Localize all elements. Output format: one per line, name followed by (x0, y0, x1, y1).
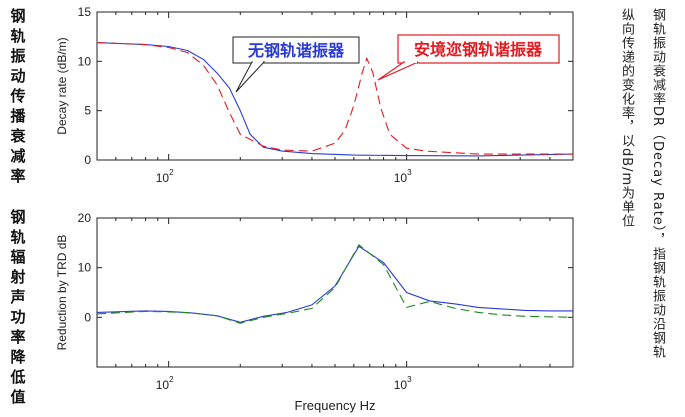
annotation-label-red: 安境迩钢轨谐振器 (414, 40, 543, 59)
bottom-ytick-label: 10 (78, 261, 92, 275)
left-label-top: 钢轨振动传播衰减率 (10, 7, 26, 185)
bottom-ytick-label: 20 (78, 211, 92, 225)
right-note-col1: 钢轨振动衰减率DR（Decay Rate），指钢轨振动沿钢轨 (650, 8, 665, 360)
xtick-exp: 3 (407, 375, 412, 384)
bottom-xtick-label: 102 (156, 375, 174, 392)
annotation-box-blue (232, 36, 360, 64)
bottom-axes-frame (96, 217, 574, 368)
top-axes-frame (96, 11, 574, 161)
xtick-exp: 2 (169, 375, 174, 384)
annotation-label-blue: 无钢轨谐振器 (247, 41, 345, 60)
annotation-box-red (397, 34, 560, 64)
left-label-bottom: 钢轨辐射声功率降低值 (10, 208, 26, 406)
bottom-xtick-label: 103 (394, 375, 412, 392)
top-ytick-label: 15 (78, 5, 92, 19)
annotation-no-resonator: 无钢轨谐振器 (232, 36, 360, 93)
annotation-anjinger-resonator: 安境迩钢轨谐振器 (377, 34, 560, 81)
xtick-base: 10 (394, 378, 408, 392)
top-ytick-label: 0 (84, 153, 91, 167)
xtick-base: 10 (156, 171, 170, 185)
top-series-line-0 (97, 42, 573, 157)
xtick-exp: 2 (169, 168, 174, 177)
annotation-pointer-blue (235, 61, 266, 93)
top-xtick-label: 102 (156, 168, 174, 185)
xtick-base: 10 (156, 378, 170, 392)
annotation-pointer-red (377, 61, 419, 81)
top-xtick-label: 103 (394, 168, 412, 185)
right-note-col2: 纵向传递的变化率，以dB/m为单位 (619, 8, 634, 229)
bottom-xlabel: Frequency Hz (295, 398, 376, 413)
bottom-series-line-0 (97, 245, 573, 323)
top-ylabel: Decay rate (dB/m) (55, 37, 69, 134)
top-ytick-label: 5 (84, 104, 91, 118)
xtick-exp: 3 (407, 168, 412, 177)
top-series-group (97, 42, 573, 157)
bottom-series-group (97, 243, 573, 324)
xtick-base: 10 (394, 171, 408, 185)
bottom-ylabel: Reduction by TRD dB (55, 235, 69, 351)
bottom-ytick-label: 0 (84, 310, 91, 324)
top-series-line-1 (97, 42, 573, 155)
bottom-series-line-1 (97, 243, 573, 324)
top-ytick-label: 10 (78, 54, 92, 68)
